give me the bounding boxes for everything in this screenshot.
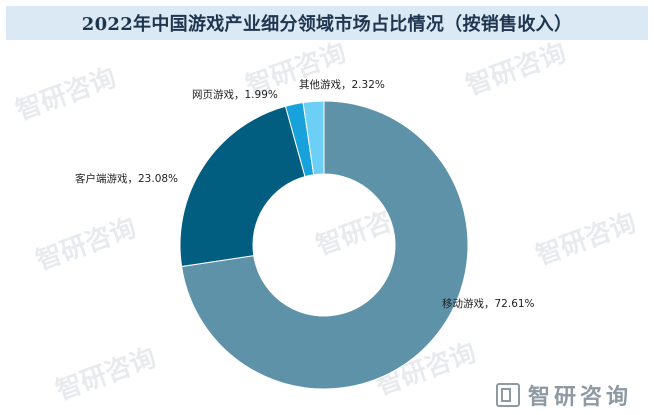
label-group: 移动游戏，72.61% 客户端游戏，23.08% 网页游戏，1.99% 其他游戏，2.… — [75, 78, 535, 310]
title-bar: 2022年中国游戏产业细分领域市场占比情况（按销售收入） — [6, 6, 648, 40]
donut-slice — [302, 100, 325, 176]
watermark-text: 智研咨询 — [532, 207, 640, 272]
slice-label: 移动游戏，72.61% — [442, 297, 535, 310]
brand-logo-icon — [495, 383, 520, 407]
donut-slice — [181, 100, 469, 390]
slice-label: 网页游戏，1.99% — [192, 88, 278, 101]
watermark-text: 智研咨询 — [32, 212, 140, 277]
footer-brand: 智研咨询 — [495, 379, 632, 411]
slice-label: 客户端游戏，23.08% — [75, 172, 178, 185]
watermark-text: 智研咨询 — [12, 62, 120, 127]
footer-brand-text: 智研咨询 — [527, 385, 632, 410]
slice-label: 其他游戏，2.32% — [299, 78, 385, 91]
watermark-text: 智研咨询 — [462, 37, 570, 102]
chart-title: 2022年中国游戏产业细分领域市场占比情况（按销售收入） — [81, 14, 573, 35]
watermark-text: 智研咨询 — [52, 342, 160, 407]
slice-group — [179, 100, 469, 390]
donut-slice — [179, 105, 306, 268]
